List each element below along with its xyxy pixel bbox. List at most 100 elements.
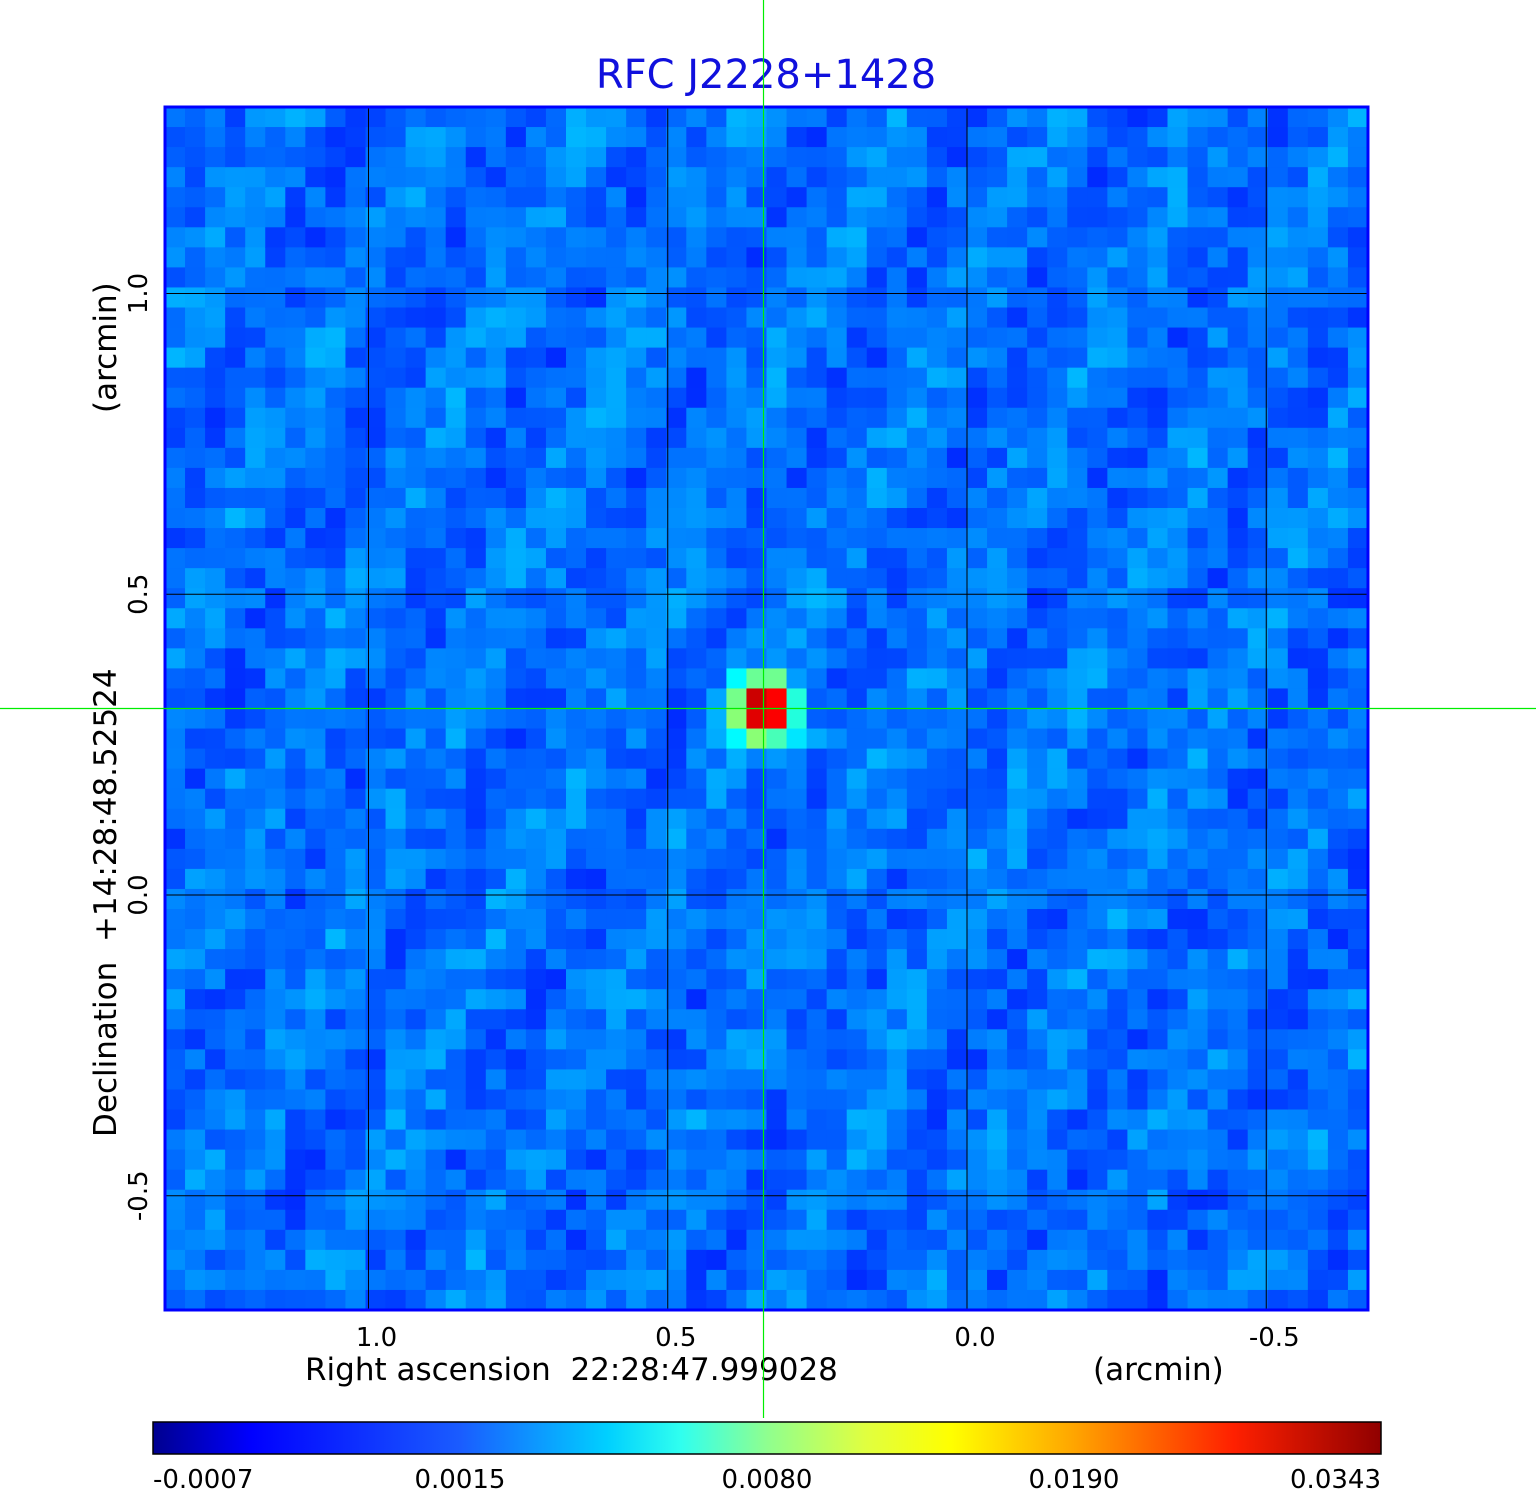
image-pixel (265, 888, 286, 910)
image-pixel (846, 1249, 868, 1271)
image-pixel (525, 508, 547, 529)
image-pixel (666, 207, 687, 228)
image-pixel (1327, 1169, 1349, 1191)
image-pixel (545, 207, 567, 228)
image-pixel (345, 528, 367, 549)
image-pixel (245, 407, 266, 429)
image-pixel (606, 648, 627, 669)
image-pixel (1087, 1149, 1108, 1171)
image-pixel (846, 307, 868, 329)
image-pixel (626, 828, 647, 850)
image-pixel (606, 1249, 627, 1271)
image-pixel (946, 287, 968, 309)
image-pixel (626, 367, 647, 389)
image-pixel (405, 347, 427, 369)
image-pixel (285, 387, 306, 409)
image-pixel (165, 929, 186, 950)
image-pixel (1107, 327, 1128, 349)
image-pixel (1307, 989, 1329, 1010)
image-pixel (185, 628, 206, 649)
image-pixel (1007, 1069, 1028, 1091)
image-pixel (545, 568, 567, 589)
image-pixel (686, 267, 707, 289)
image-pixel (225, 407, 246, 429)
image-pixel (686, 147, 707, 168)
image-pixel (1227, 1289, 1249, 1310)
image-pixel (1187, 728, 1209, 750)
y-tick-label: 0.0 (124, 874, 154, 915)
image-pixel (766, 528, 788, 549)
image-pixel (806, 1089, 828, 1111)
image-pixel (185, 147, 206, 168)
image-pixel (445, 628, 467, 649)
image-pixel (505, 127, 527, 148)
image-pixel (225, 227, 246, 248)
image-pixel (866, 107, 888, 128)
image-pixel (1347, 247, 1368, 268)
image-pixel (1087, 1209, 1108, 1231)
image-pixel (185, 768, 206, 790)
image-pixel (967, 1249, 988, 1271)
image-pixel (245, 989, 266, 1010)
image-pixel (726, 929, 748, 950)
image-pixel (1307, 588, 1329, 609)
image-pixel (1307, 1209, 1329, 1231)
image-pixel (566, 708, 587, 730)
image-pixel (866, 648, 888, 669)
image-pixel (866, 227, 888, 248)
image-pixel (666, 588, 687, 609)
image-pixel (866, 528, 888, 549)
image-pixel (846, 528, 868, 549)
image-pixel (1247, 447, 1269, 469)
image-pixel (425, 147, 447, 168)
image-pixel (967, 427, 988, 449)
image-pixel (225, 147, 246, 168)
image-pixel (525, 147, 547, 168)
image-pixel (586, 1189, 607, 1211)
image-pixel (505, 1269, 527, 1291)
image-pixel (1067, 588, 1088, 609)
image-pixel (425, 949, 447, 970)
image-pixel (946, 207, 968, 228)
image-pixel (706, 588, 727, 609)
image-pixel (926, 147, 948, 168)
image-pixel (1067, 1009, 1088, 1030)
image-pixel (906, 287, 928, 309)
image-pixel (886, 708, 908, 730)
image-pixel (926, 447, 948, 469)
image-pixel (886, 1069, 908, 1091)
image-pixel (1227, 628, 1249, 649)
image-pixel (626, 1009, 647, 1030)
image-pixel (245, 367, 266, 389)
image-pixel (946, 187, 968, 208)
image-pixel (425, 608, 447, 629)
image-pixel (525, 989, 547, 1010)
image-pixel (485, 1189, 507, 1211)
image-pixel (1067, 1049, 1088, 1070)
image-pixel (425, 1049, 447, 1070)
image-pixel (766, 1029, 788, 1050)
image-pixel (525, 909, 547, 930)
image-pixel (245, 1049, 266, 1070)
image-pixel (1247, 969, 1269, 990)
image-pixel (1067, 227, 1088, 248)
image-pixel (586, 788, 607, 810)
image-pixel (1227, 708, 1249, 730)
image-pixel (706, 728, 727, 750)
image-pixel (626, 688, 647, 710)
image-pixel (866, 1229, 888, 1251)
image-pixel (1087, 828, 1108, 850)
image-pixel (1167, 1289, 1189, 1310)
image-pixel (1187, 949, 1209, 970)
image-pixel (1067, 989, 1088, 1010)
image-pixel (586, 528, 607, 549)
image-pixel (1207, 367, 1229, 389)
image-pixel (225, 989, 246, 1010)
image-pixel (1127, 1029, 1149, 1050)
image-pixel (1307, 267, 1329, 289)
image-pixel (646, 467, 667, 489)
image-pixel (1287, 107, 1309, 128)
image-pixel (165, 969, 186, 990)
image-pixel (1107, 1189, 1128, 1211)
image-pixel (445, 668, 467, 690)
